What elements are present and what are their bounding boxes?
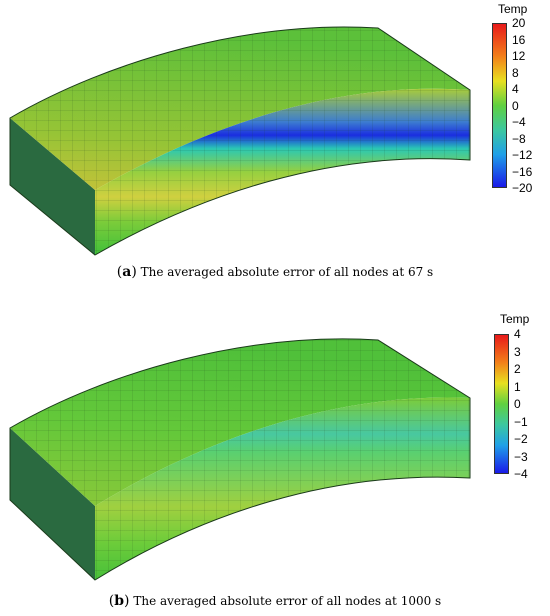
legend-tick-label: −20 [512, 181, 533, 195]
legend-tick-label: −1 [514, 414, 528, 429]
legend-tick-label: 4 [514, 327, 521, 341]
caption-label: a [122, 264, 132, 280]
colorbar-legend-b: Temp 4 3 2 1 0 −1 −2 −3 −4 [490, 310, 550, 490]
legend-tick-label: 12 [512, 49, 526, 63]
caption-text: The averaged absolute error of all nodes… [133, 594, 442, 608]
legend-tick-label: −16 [512, 164, 533, 179]
legend-tick-label: 4 [512, 82, 519, 96]
colorbar [494, 334, 509, 474]
fem-mesh-plot-b [9, 338, 471, 581]
legend-title: Temp [500, 312, 530, 326]
legend-tick-label: −2 [514, 432, 528, 446]
fem-mesh-plot-a [9, 26, 471, 256]
legend-tick-label: 3 [514, 344, 521, 359]
legend-tick-label: 20 [512, 16, 526, 30]
mesh-side-face [10, 118, 95, 255]
caption-text: The averaged absolute error of all nodes… [140, 265, 434, 279]
colorbar-legend-a: Temp 20 16 12 8 4 0 −4 −8 −12 −16 −20 [488, 0, 550, 200]
legend-tick-label: 16 [512, 32, 526, 47]
legend-tick-label: −3 [514, 449, 528, 464]
caption-a: (a) The averaged absolute error of all n… [116, 264, 434, 280]
legend-tick-label: 0 [512, 98, 519, 113]
figure-panel-a: Temp 20 16 12 8 4 0 −4 −8 −12 −16 −20 (a) The aver… [0, 0, 550, 290]
caption-b: (b) The averaged absolute error of all n… [108, 593, 442, 609]
legend-tick-label: −4 [512, 115, 526, 129]
legend-tick-label: 2 [514, 362, 521, 376]
mesh-side-face [10, 428, 95, 580]
legend-tick-label: −12 [512, 148, 533, 162]
legend-tick-label: 0 [514, 397, 521, 411]
legend-tick-label: −4 [514, 467, 528, 481]
legend-title: Temp [498, 2, 528, 16]
legend-tick-label: −8 [512, 131, 526, 146]
legend-tick-label: 1 [514, 379, 521, 394]
colorbar [492, 23, 507, 188]
caption-label: b [114, 593, 125, 609]
legend-tick-label: 8 [512, 65, 519, 80]
figure-panel-b: Temp 4 3 2 1 0 −1 −2 −3 −4 (b) The averaged abso… [0, 310, 550, 616]
